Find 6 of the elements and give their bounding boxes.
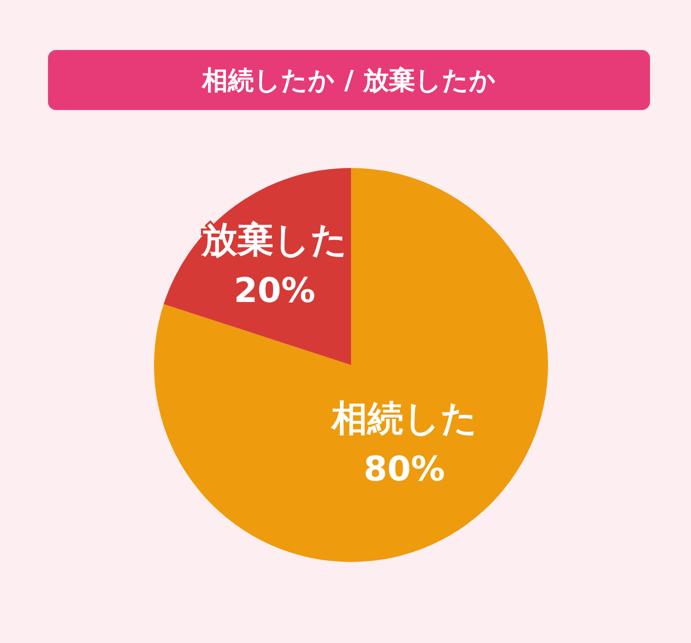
chart-title: 相続したか / 放棄したか xyxy=(48,50,650,110)
slice-label: 相続した xyxy=(330,398,478,440)
data-label: 80% xyxy=(364,449,445,490)
slice-label: 放棄した xyxy=(200,220,348,261)
pie-slice xyxy=(154,168,548,562)
data-label: 20% xyxy=(234,270,316,311)
